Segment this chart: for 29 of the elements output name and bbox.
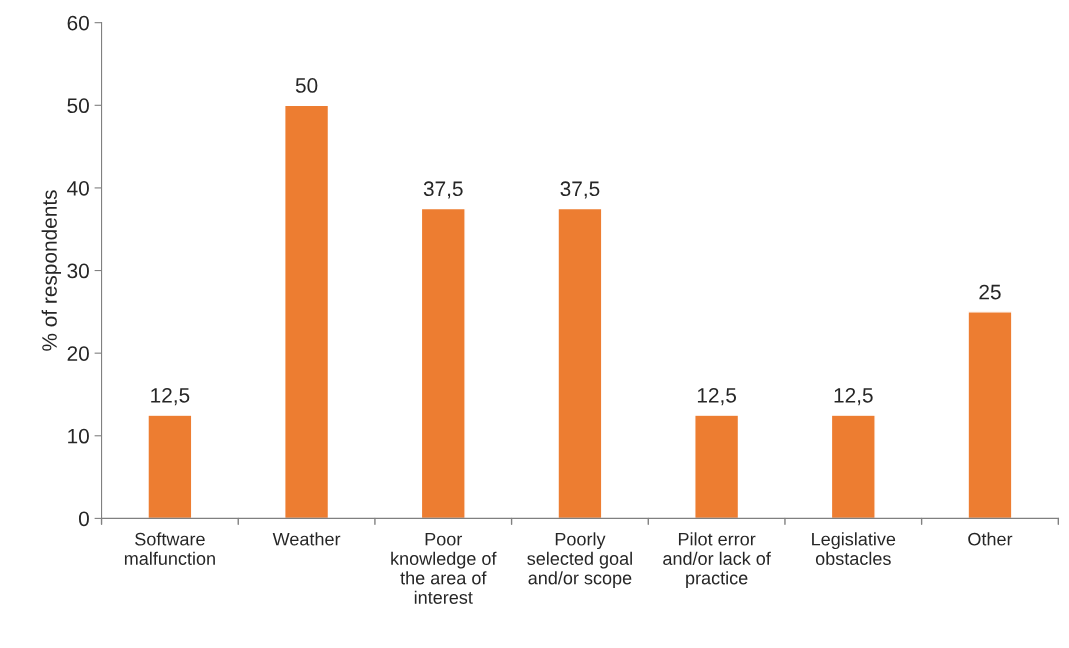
x-tick-label: Poorly selected goal and/or scope (527, 532, 632, 589)
y-tick-label: 0 (78, 511, 89, 527)
data-label: 37,5 (423, 181, 463, 199)
y-axis-title: % of respondents (41, 190, 62, 351)
x-tick-label: Software malfunction (124, 532, 215, 565)
bar (420, 207, 466, 519)
x-tick-label: Legislative obstacles (812, 532, 896, 565)
bar (147, 414, 193, 519)
bar (694, 414, 740, 519)
bar (557, 207, 603, 519)
y-tick-label: 20 (67, 346, 89, 361)
y-tick-label: 30 (67, 263, 89, 279)
data-label: 12,5 (697, 387, 737, 406)
bar (967, 311, 1013, 519)
y-tick-label: 40 (67, 180, 89, 196)
bar (284, 104, 330, 519)
data-label: 12,5 (151, 387, 190, 406)
data-label: 12,5 (834, 387, 873, 406)
data-label: 25 (979, 284, 1001, 300)
data-label: 37,5 (560, 181, 600, 199)
y-tick-label: 10 (68, 428, 89, 444)
y-tick-label: 50 (67, 98, 89, 114)
x-tick-label: Poor knowledge of the area of interest (391, 532, 497, 604)
bar (830, 414, 876, 519)
y-tick-label: 60 (67, 15, 89, 31)
x-tick-label: Pilot error and/or lack of practice (663, 532, 771, 589)
x-tick-label: Weather (272, 532, 341, 546)
data-label: 50 (295, 78, 318, 93)
x-tick-label: Other (968, 532, 1013, 546)
